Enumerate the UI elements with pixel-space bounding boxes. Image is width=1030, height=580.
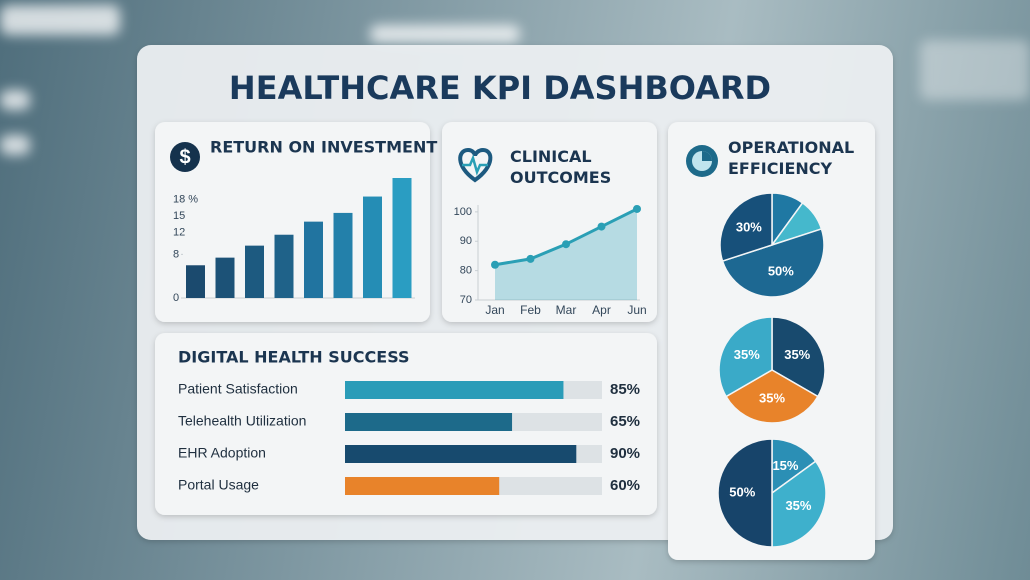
background-light <box>0 90 30 110</box>
pulse-icon <box>462 154 488 176</box>
x-tick-label: Jan <box>485 303 504 317</box>
operational-title-box: OPERATIONAL EFFICIENCY <box>728 138 855 178</box>
y-tick-label: 18 % <box>173 194 198 206</box>
pie-slice <box>771 438 817 495</box>
operational-title: OPERATIONAL EFFICIENCY <box>728 138 855 178</box>
y-tick-label: 8 <box>173 248 179 260</box>
slice-label: 15% <box>772 458 798 473</box>
background-light <box>920 40 1030 100</box>
value-label: 65% <box>610 413 640 430</box>
y-tick-label: 80 <box>460 265 472 277</box>
bar-label: EHR Adoption <box>178 445 266 461</box>
y-tick-label: 0 <box>173 292 179 304</box>
roi-title: RETURN ON INVESTMENT <box>210 138 437 157</box>
x-tick-label: Mar <box>556 303 577 317</box>
area <box>495 208 637 300</box>
clinical-title-box: CLINICAL OUTCOMES <box>510 147 612 187</box>
bar-label: Portal Usage <box>178 477 259 493</box>
value-label: 85% <box>610 381 640 398</box>
pie-slice <box>718 316 773 398</box>
y-tick-label: 100 <box>454 206 472 218</box>
clinical-panel <box>442 122 657 322</box>
slice-label: 35% <box>759 391 785 406</box>
y-tick-label: 15 <box>173 210 185 222</box>
bar-label: Telehealth Utilization <box>178 413 306 429</box>
background-light <box>370 25 520 43</box>
bar <box>345 445 577 463</box>
pie-slice <box>721 227 825 298</box>
point <box>491 260 499 269</box>
bar <box>345 477 500 495</box>
bar <box>345 381 564 399</box>
background-light <box>0 135 30 155</box>
roi-icon <box>170 142 200 172</box>
dashboard-title: HEALTHCARE KPI DASHBOARD <box>229 69 771 107</box>
pie-slice <box>725 369 819 424</box>
y-tick-label: 90 <box>460 235 472 247</box>
slice-label: 30% <box>736 220 762 235</box>
bar <box>304 221 323 298</box>
bar <box>245 245 264 298</box>
y-tick-label: 12 <box>173 226 185 238</box>
point <box>597 222 606 231</box>
bar <box>392 178 412 298</box>
pie-slice <box>717 438 773 548</box>
bar <box>333 212 353 298</box>
slice-label: 50% <box>729 484 755 499</box>
slice-label: 50% <box>768 264 794 279</box>
background-light <box>0 5 120 35</box>
y-tick-label: 70 <box>460 294 472 306</box>
bar <box>363 196 382 298</box>
x-tick-label: Feb <box>520 303 541 317</box>
value-label: 90% <box>610 445 640 462</box>
pie-slice <box>719 192 773 263</box>
slice-label: 35% <box>734 347 760 362</box>
bar <box>215 257 235 298</box>
value-label: 60% <box>610 477 640 494</box>
x-tick-label: Apr <box>592 303 611 317</box>
x-tick-label: Jun <box>627 303 646 317</box>
roi-icon-symbol: $ <box>179 146 190 168</box>
clinical-title: CLINICAL OUTCOMES <box>510 147 612 187</box>
point <box>633 204 641 213</box>
bar-label: Patient Satisfaction <box>178 381 298 397</box>
heart-icon <box>458 147 493 183</box>
slice-label: 35% <box>784 347 810 362</box>
bar <box>345 413 513 431</box>
bar <box>186 265 205 298</box>
bar <box>274 234 294 298</box>
digital-title: DIGITAL HEALTH SUCCESS <box>178 348 410 367</box>
pie-slice <box>771 460 827 548</box>
pie-icon-slice <box>702 151 712 161</box>
point <box>562 240 570 249</box>
point <box>526 254 535 263</box>
slice-label: 35% <box>785 498 811 513</box>
pie-slice <box>771 316 826 398</box>
